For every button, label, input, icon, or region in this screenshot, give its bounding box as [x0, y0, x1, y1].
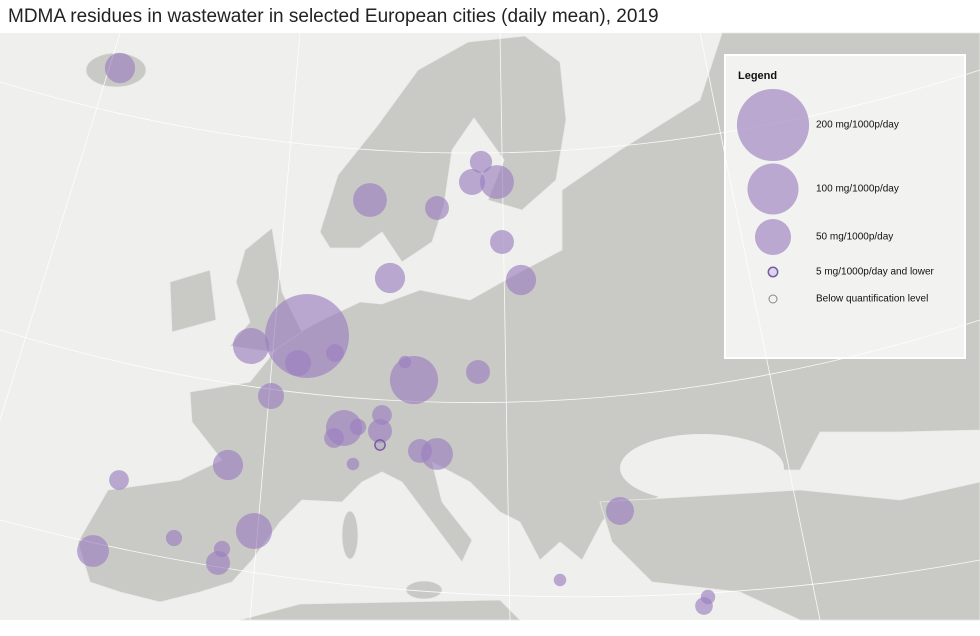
city-bubble: [374, 439, 386, 451]
city-bubble: [284, 349, 312, 377]
city-bubble: [349, 418, 367, 436]
legend-symbol: [768, 294, 778, 304]
city-bubble: [326, 344, 344, 362]
city-bubble: [104, 52, 136, 84]
city-bubble: [374, 262, 406, 294]
city-bubble: [368, 419, 392, 443]
city-bubble: [553, 573, 567, 587]
sardinia: [341, 510, 359, 560]
city-bubble: [212, 449, 244, 481]
africa: [239, 599, 521, 621]
city-bubble: [421, 438, 453, 470]
city-bubble: [109, 470, 129, 490]
city-bubble: [206, 551, 230, 575]
graticule: [499, 32, 511, 621]
legend-label: 100 mg/1000p/day: [816, 184, 899, 195]
anatolia: [599, 481, 980, 621]
legend-label: Below quantification level: [816, 294, 928, 305]
legend-symbol: [754, 218, 792, 256]
city-bubble: [353, 183, 387, 217]
legend-symbol: [736, 88, 810, 162]
city-bubble: [389, 355, 439, 405]
ireland: [169, 269, 217, 333]
city-bubble: [469, 150, 493, 174]
city-bubble: [425, 196, 449, 220]
city-bubble: [466, 360, 490, 384]
legend-symbol: [767, 266, 779, 278]
legend-label: 50 mg/1000p/day: [816, 232, 893, 243]
city-bubble: [235, 512, 273, 550]
graticule: [0, 32, 121, 421]
city-bubble: [324, 428, 344, 448]
city-bubble: [165, 529, 183, 547]
city-bubble: [346, 457, 360, 471]
graticule: [0, 519, 980, 598]
legend: Legend 200 mg/1000p/day 100 mg/1000p/day 5…: [724, 54, 966, 359]
map-title: MDMA residues in wastewater in selected …: [8, 6, 659, 27]
legend-symbol: [747, 163, 799, 215]
legend-label: 5 mg/1000p/day and lower: [816, 267, 935, 278]
city-bubble: [695, 597, 713, 615]
city-bubble: [232, 327, 270, 365]
city-bubble: [505, 264, 537, 296]
graticule: [0, 319, 980, 403]
city-bubble: [458, 168, 486, 196]
city-bubble: [480, 165, 514, 199]
bubble-layer: [77, 52, 716, 615]
legend-title: Legend: [738, 70, 777, 82]
city-bubble: [490, 230, 514, 254]
city-bubble: [606, 497, 634, 525]
legend-label: 200 mg/1000p/day: [816, 120, 899, 131]
city-bubble: [257, 382, 285, 410]
city-bubble: [77, 535, 109, 567]
black-sea: [620, 434, 784, 502]
